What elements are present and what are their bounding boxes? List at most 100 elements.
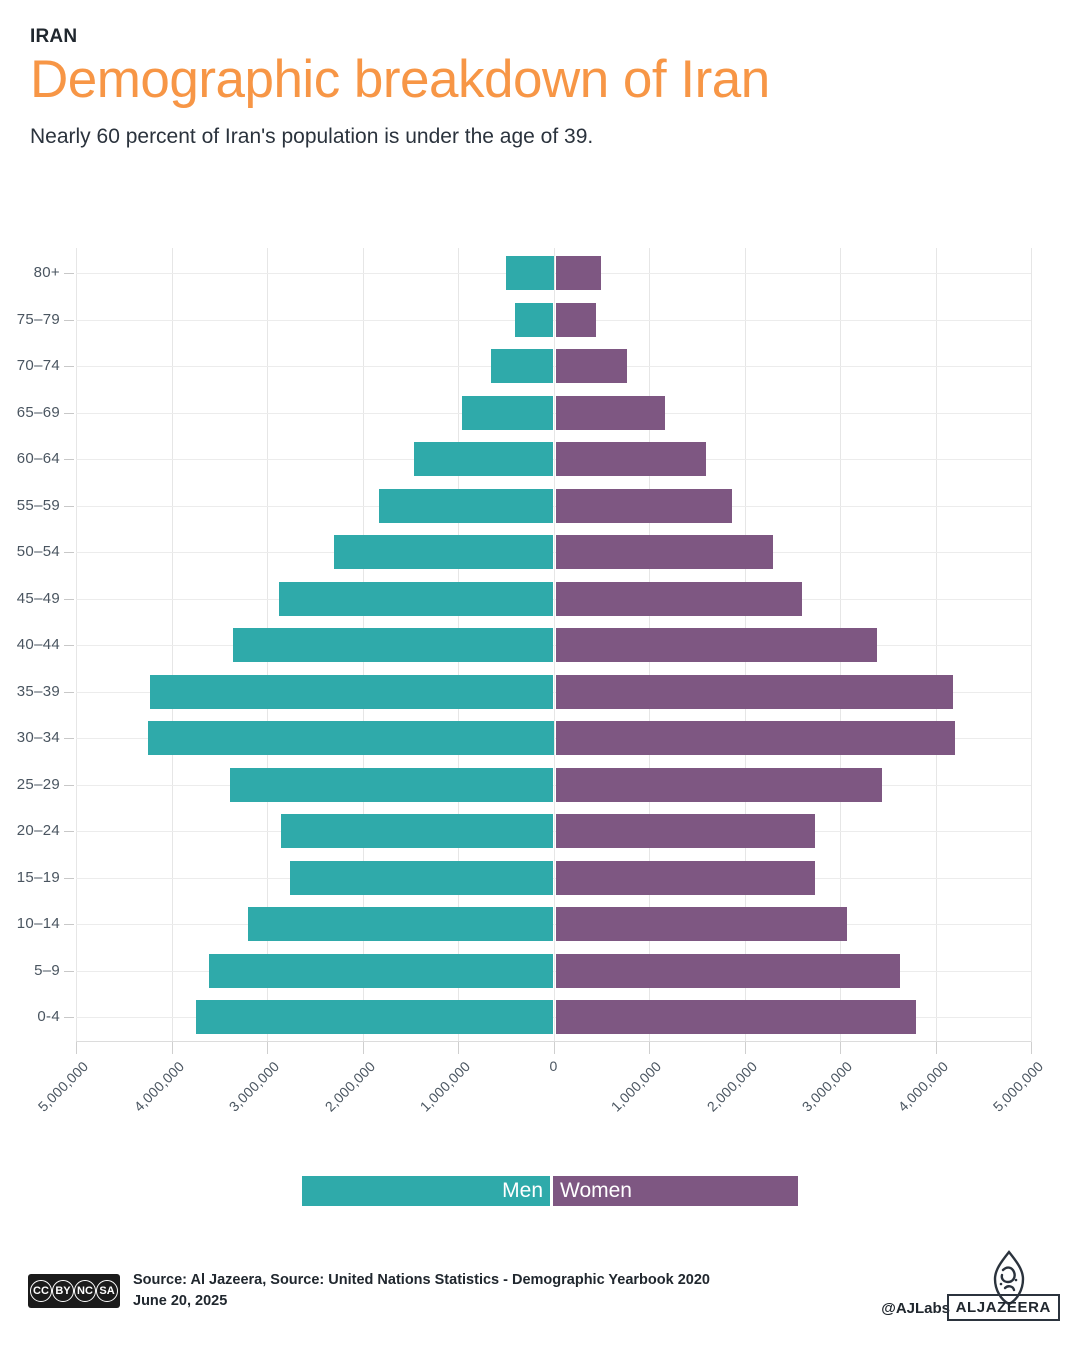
bar-men[interactable] (281, 814, 554, 848)
x-gridline (1031, 248, 1032, 1042)
x-axis-label: 2,000,000 (321, 1058, 378, 1115)
bar-men[interactable] (247, 907, 554, 941)
y-gridline (76, 1017, 1031, 1018)
bar-women[interactable] (555, 442, 707, 476)
pyramid-row (76, 395, 1031, 430)
pyramid-row (76, 953, 1031, 988)
y-axis-label: 5–9 (34, 961, 60, 979)
bar-women[interactable] (555, 535, 774, 569)
x-axis-tick (76, 1042, 77, 1054)
population-pyramid-chart: 5,000,000 4,000,000 3,000,000 2,000,000 1,00… (0, 248, 1080, 1115)
x-axis-label: 4,000,000 (130, 1058, 187, 1115)
y-axis-tick (64, 691, 74, 693)
y-gridline (76, 970, 1031, 972)
page-subtitle: Nearly 60 percent of Iran's population i… (30, 125, 594, 149)
pyramid-row (76, 628, 1031, 662)
x-axis-label: 1,000,000 (416, 1058, 474, 1115)
bar-women[interactable] (555, 674, 953, 709)
publish-date: June 20, 2025 (133, 1293, 228, 1310)
cc-letter: SA (96, 1280, 118, 1302)
bar-women[interactable] (555, 581, 802, 616)
y-axis-label: 30–34 (16, 729, 60, 746)
bar-men[interactable] (196, 1000, 554, 1034)
bar-women[interactable] (555, 953, 901, 988)
pyramid-row (76, 1000, 1031, 1034)
bar-women[interactable] (555, 349, 628, 383)
bar-women[interactable] (555, 767, 883, 802)
x-axis-tick (649, 1042, 650, 1054)
y-axis-tick (64, 877, 74, 879)
bar-men[interactable] (289, 860, 554, 895)
bar-men[interactable] (378, 488, 554, 523)
y-axis-label: 70–74 (16, 357, 60, 374)
bar-men[interactable] (461, 395, 554, 430)
x-axis-label: 3,000,000 (798, 1058, 856, 1115)
x-axis-tick (458, 1042, 459, 1054)
pyramid-row (76, 907, 1031, 941)
y-axis-tick (64, 831, 74, 832)
bar-women[interactable] (555, 256, 602, 290)
bar-men[interactable] (232, 628, 554, 662)
bar-women[interactable] (555, 488, 733, 523)
y-axis-tick (64, 412, 74, 414)
y-gridline (76, 505, 1031, 507)
bar-men[interactable] (229, 767, 554, 802)
x-axis-tick (362, 1042, 364, 1054)
bar-women[interactable] (555, 1000, 916, 1034)
x-axis-tick (744, 1042, 746, 1054)
bar-men[interactable] (147, 721, 554, 755)
y-gridline (76, 319, 1031, 321)
y-axis-label: 15–19 (16, 868, 60, 886)
cc-letter: CC (30, 1280, 52, 1302)
bar-men[interactable] (505, 256, 554, 290)
bar-women[interactable] (555, 628, 878, 662)
y-axis-tick (64, 645, 74, 646)
bar-men[interactable] (279, 581, 554, 616)
y-gridline (76, 738, 1031, 739)
y-axis-tick (64, 970, 74, 972)
bar-women[interactable] (555, 860, 816, 895)
y-axis-label: 20–24 (16, 822, 60, 839)
legend-label-women: Women (560, 1179, 632, 1202)
y-gridline (76, 366, 1031, 367)
pyramid-row (76, 814, 1031, 848)
y-axis-tick (64, 459, 74, 460)
pyramid-row (76, 860, 1031, 895)
x-axis-label: 5,000,000 (989, 1058, 1047, 1115)
footer: CC BY NC SA Source: Al Jazeera, Source: … (0, 1250, 1080, 1350)
x-axis-tick (840, 1042, 841, 1054)
header: IRAN Demographic breakdown of Iran Nearl… (30, 26, 1050, 150)
y-gridline (76, 784, 1031, 786)
aljazeera-wordmark: ALJAZEERA (946, 1294, 1060, 1321)
creative-commons-icon: CC BY NC SA (28, 1274, 120, 1308)
x-axis-line (76, 1041, 1031, 1042)
y-axis-label: 50–54 (16, 543, 60, 560)
bar-women[interactable] (555, 907, 847, 941)
x-axis-label: 4,000,000 (894, 1058, 951, 1115)
y-gridline (76, 831, 1031, 832)
legend-item-women[interactable]: Women (550, 1176, 798, 1206)
legend-item-men[interactable]: Men (302, 1176, 550, 1206)
y-axis-label: 10–14 (16, 915, 60, 932)
bar-men[interactable] (150, 674, 554, 709)
x-axis-label: 2,000,000 (703, 1058, 760, 1115)
y-gridline (76, 273, 1031, 274)
x-axis-label: 0 (549, 1058, 558, 1074)
bar-men[interactable] (491, 349, 554, 383)
pyramid-row (76, 721, 1031, 755)
bar-men[interactable] (208, 953, 554, 988)
y-axis-tick (64, 598, 74, 600)
bar-women[interactable] (555, 814, 816, 848)
bar-men[interactable] (414, 442, 554, 476)
bar-women[interactable] (555, 721, 955, 755)
bar-men[interactable] (515, 302, 554, 337)
pyramid-row (76, 442, 1031, 476)
cc-letter: BY (52, 1280, 74, 1302)
bar-men[interactable] (333, 535, 554, 569)
bar-women[interactable] (555, 395, 666, 430)
y-axis-label: 0-4 (37, 1008, 60, 1025)
y-axis-tick (64, 505, 74, 507)
bar-women[interactable] (555, 302, 596, 337)
y-axis-tick (64, 552, 74, 553)
y-axis-label: 80+ (33, 264, 60, 281)
